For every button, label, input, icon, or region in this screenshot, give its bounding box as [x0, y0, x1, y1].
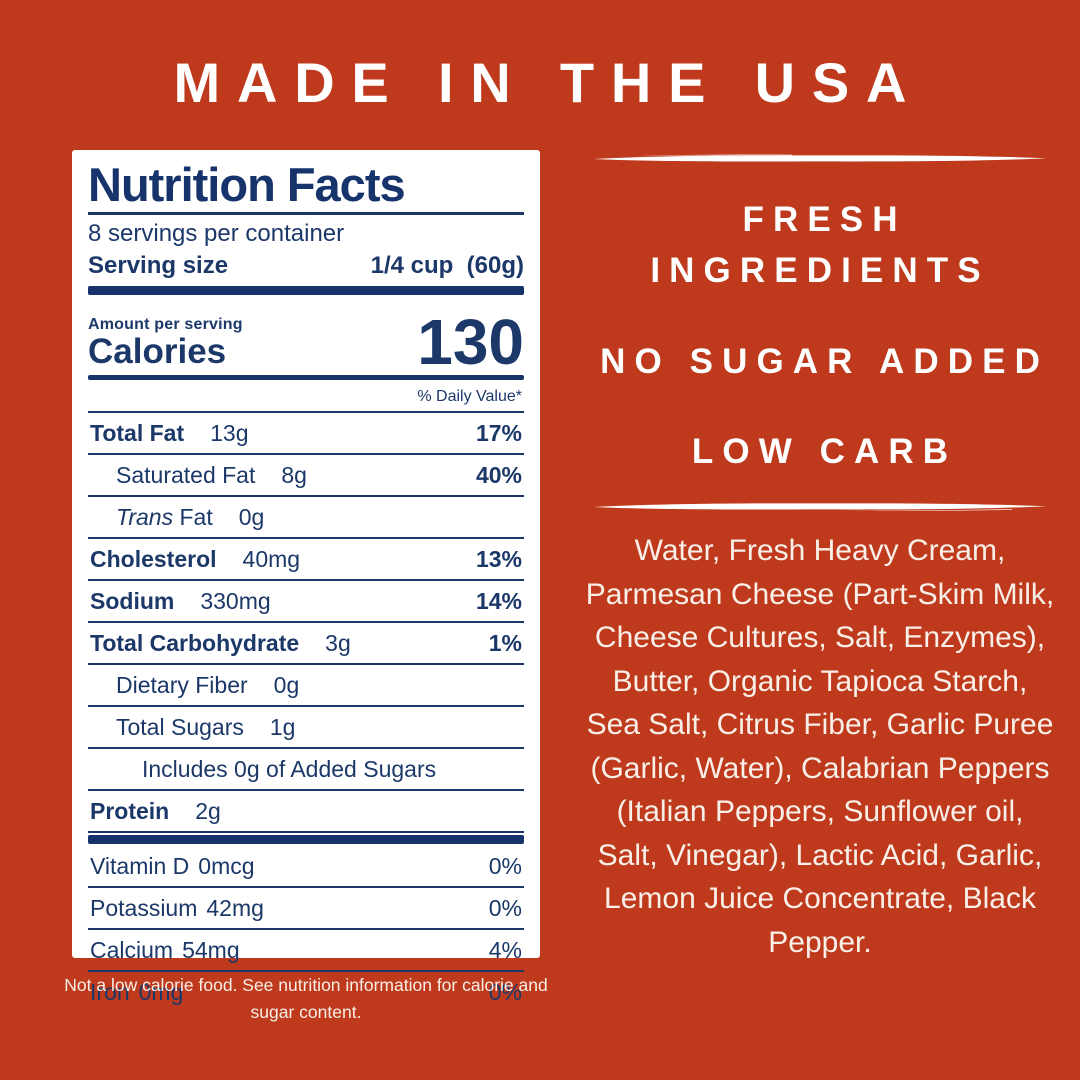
vitamin-row-calcium: Calcium 54mg 4%	[88, 930, 524, 973]
divider-thick	[88, 835, 524, 845]
vitamin-row-iron: Iron 0mg 0%	[90, 979, 522, 1006]
nutrient-row-dietary-fiber: Dietary Fiber 0g	[88, 665, 524, 708]
ingredients-list: Water, Fresh Heavy Cream, Parmesan Chees…	[585, 534, 1055, 959]
serving-size-label: Serving size	[88, 252, 229, 280]
nutrient-row-trans-fat: Trans Fat 0g	[88, 497, 524, 540]
daily-value-header: % Daily Value*	[88, 382, 524, 414]
brush-stroke-divider	[594, 154, 1046, 162]
calories-row: Amount per serving Calories 130	[88, 297, 524, 378]
vitamin-row-potassium: Potassium 42mg 0%	[88, 888, 524, 931]
amount-per-serving-label: Amount per serving	[88, 316, 243, 334]
divider-medium	[88, 375, 524, 381]
nutrition-facts-label: Nutrition Facts 8 servings per container…	[72, 150, 540, 1005]
servings-per-container: 8 servings per container	[88, 220, 345, 248]
claim-fresh-ingredients: FRESH INGREDIENTS	[650, 200, 990, 290]
divider-thick	[88, 286, 524, 296]
nutrition-facts-title: Nutrition Facts	[88, 160, 524, 216]
nutrient-row-sodium: Sodium 330mg 14%	[88, 581, 524, 624]
nutrient-row-protein: Protein 2g	[88, 791, 524, 834]
calories-label: Calories	[88, 332, 227, 372]
claim-no-sugar-added: NO SUGAR ADDED	[600, 341, 1049, 381]
vitamin-row-vitamin-d: Vitamin D 0mcg 0%	[88, 846, 524, 889]
brush-stroke-divider	[594, 503, 1046, 511]
nutrient-row-added-sugars: Includes 0g of Added Sugars	[88, 749, 524, 792]
serving-size-value: 1/4 cup (60g)	[370, 252, 524, 280]
calories-value: 130	[417, 305, 524, 378]
serving-size-row: Serving size 1/4 cup (60g)	[88, 252, 524, 280]
disclaimer-text: Not a low calorie food. See nutrition in…	[64, 975, 548, 1023]
nutrient-row-total-sugars: Total Sugars 1g	[88, 707, 524, 750]
claim-low-carb: LOW CARB	[691, 432, 958, 472]
nutrient-row-cholesterol: Cholesterol 40mg 13%	[88, 539, 524, 582]
nutrient-row-total-fat: Total Fat 13g 17%	[88, 413, 524, 456]
page-title: MADE IN THE USA	[173, 51, 924, 114]
nutrient-row-saturated-fat: Saturated Fat 8g 40%	[88, 455, 524, 498]
nutrient-row-total-carbohydrate: Total Carbohydrate 3g 1%	[88, 623, 524, 666]
claims-panel: FRESH INGREDIENTS NO SUGAR ADDED LOW CAR…	[585, 152, 1055, 964]
